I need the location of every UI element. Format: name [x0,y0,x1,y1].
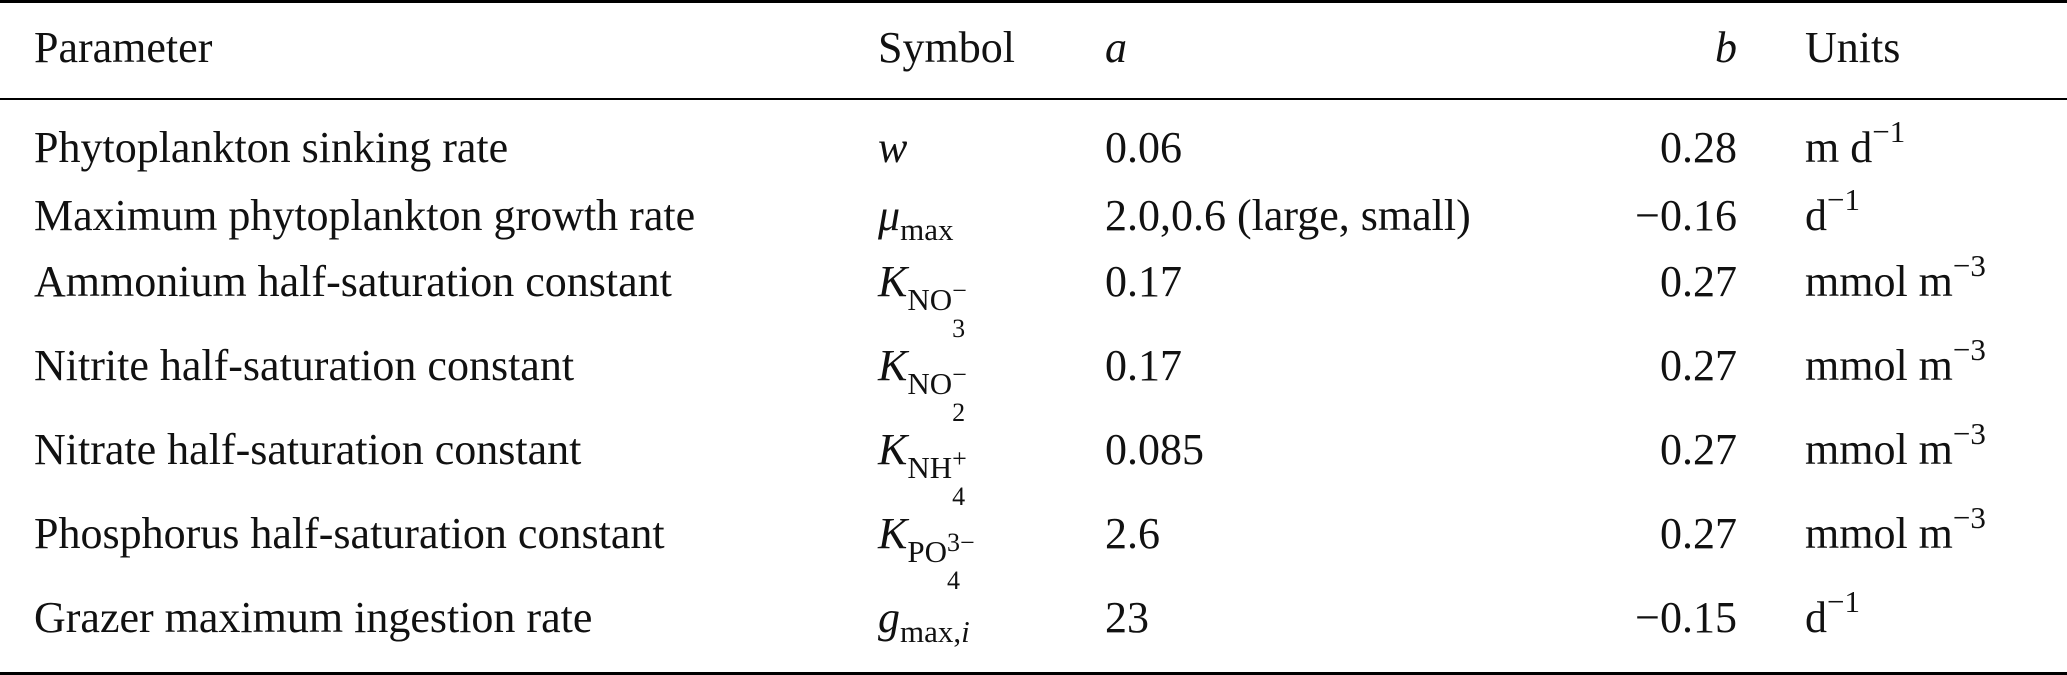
row-b-value: 0.27 [1660,341,1737,390]
symbol-subscript: max [900,212,954,247]
units-base: mmol m [1805,509,1953,558]
header-b: b [1715,23,1737,72]
row-symbol: gmax,i [878,592,970,649]
ion-charge: − [952,360,967,389]
table-header-rule [0,98,2067,100]
row-units: mmol m−3 [1805,332,1986,396]
symbol-base: K [878,341,908,390]
units-exponent: −3 [1952,416,1986,451]
header-symbol: Symbol [878,23,1015,72]
units-base: m d [1805,123,1873,172]
symbol-base: μ [878,191,901,240]
units-base: mmol m [1805,257,1953,306]
row-units: d−1 [1805,182,1860,246]
table-top-rule [0,0,2067,3]
units-exponent: −3 [1952,500,1986,535]
row-parameter: Ammonium half-saturation constant [34,257,672,306]
row-a-value: 2.6 [1105,509,1160,558]
units-exponent: −1 [1872,114,1906,149]
row-symbol: KNO − 2 [878,340,967,426]
row-a-value: 0.17 [1105,341,1182,390]
symbol-base: K [878,509,908,558]
row-a-value: 0.17 [1105,257,1182,306]
row-parameter: Grazer maximum ingestion rate [34,593,593,642]
ion-count: 3 [952,314,966,343]
row-parameter: Nitrate half-saturation constant [34,425,582,474]
row-parameter: Phosphorus half-saturation constant [34,509,665,558]
row-symbol: KNH +4 [878,424,967,510]
symbol-base: g [878,593,900,642]
units-exponent: −3 [1952,248,1986,283]
symbol-base: K [878,257,908,306]
symbol-subscript-index: i [961,614,970,649]
symbol-ion: NO − 3 [907,274,967,342]
row-b-value: −0.16 [1635,191,1737,240]
row-a-value: 2.0,0.6 (large, small) [1105,191,1471,240]
symbol-base: K [878,425,908,474]
ion-formula: NO [907,282,953,317]
units-base: d [1805,593,1827,642]
ion-count: 4 [947,566,960,595]
row-b-value: 0.28 [1660,123,1737,172]
row-symbol: μmax [878,190,954,247]
row-b-value: 0.27 [1660,257,1737,306]
row-units: mmol m−3 [1805,416,1986,480]
ion-formula: NO [907,366,953,401]
row-parameter: Nitrite half-saturation constant [34,341,575,390]
row-a-value: 23 [1105,593,1149,642]
row-b-value: 0.27 [1660,509,1737,558]
row-a-value: 0.085 [1105,425,1204,474]
row-units: mmol m−3 [1805,500,1986,564]
row-symbol: KNO − 3 [878,256,967,342]
header-parameter: Parameter [34,23,213,72]
units-base: mmol m [1805,425,1953,474]
symbol-ion: PO 3− 4 [907,526,975,594]
row-symbol: KPO 3− 4 [878,508,975,594]
ion-charge: + [952,444,967,473]
row-parameter: Phytoplankton sinking rate [34,123,509,172]
row-a-value: 0.06 [1105,123,1182,172]
row-units: mmol m−3 [1805,248,1986,312]
row-b-value: 0.27 [1660,425,1737,474]
row-parameter: Maximum phytoplankton growth rate [34,191,696,240]
units-exponent: −1 [1827,584,1860,619]
units-base: mmol m [1805,341,1953,390]
ion-count: 4 [952,482,966,511]
ion-charge: 3− [947,528,975,557]
ion-charge: − [952,276,967,305]
symbol-ion: NO − 2 [907,358,967,426]
row-b-value: −0.15 [1635,593,1737,642]
symbol-subscript: max, [900,614,962,649]
ion-count: 2 [952,398,966,427]
row-symbol: w [878,122,907,174]
row-units: m d−1 [1805,114,1905,178]
header-units: Units [1805,23,1901,72]
units-exponent: −1 [1827,182,1860,217]
ion-formula: PO [907,534,947,569]
units-exponent: −3 [1952,332,1986,367]
table-bottom-rule [0,672,2067,675]
symbol-base: w [878,123,908,172]
units-base: d [1805,191,1827,240]
ion-formula: NH [907,450,953,485]
row-units: d−1 [1805,584,1860,648]
header-a: a [1105,23,1127,72]
symbol-ion: NH +4 [907,442,967,510]
